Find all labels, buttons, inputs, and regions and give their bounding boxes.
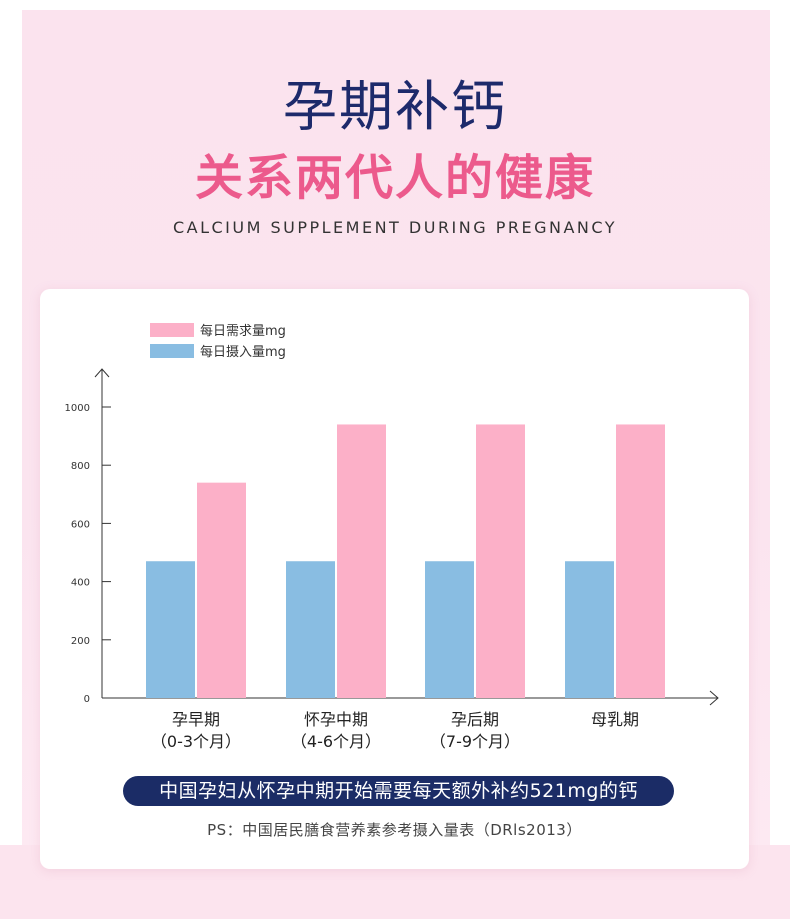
x-category-sublabel: （7-9个月） bbox=[430, 732, 520, 751]
legend-item-required: 每日需求量mg bbox=[150, 319, 286, 340]
legend-label-required: 每日需求量mg bbox=[200, 324, 286, 339]
bar-required bbox=[337, 424, 386, 698]
x-category-sublabel: （4-6个月） bbox=[291, 732, 381, 751]
x-category-label: 怀孕中期 bbox=[304, 710, 368, 729]
legend-swatch-required bbox=[150, 322, 194, 337]
english-subtitle: CALCIUM SUPPLEMENT DURING PREGNANCY bbox=[172, 218, 618, 237]
bar-intake bbox=[425, 561, 474, 698]
chart-card: 0 200 400 600 800 1000 孕早期 （0-3个月） 怀孕中期 （4-6个月） 孕后… bbox=[40, 289, 749, 869]
chart-legend: 每日需求量mg 每日摄入量mg bbox=[150, 319, 286, 361]
source-note: PS：中国居民膳食营养素参考摄入量表（DRls2013） bbox=[207, 821, 582, 839]
bar-required bbox=[197, 482, 246, 698]
bar-required bbox=[616, 424, 665, 698]
page-title: 孕期补钙 bbox=[283, 75, 507, 138]
bar-intake bbox=[286, 561, 335, 698]
legend-swatch-intake bbox=[150, 343, 194, 358]
legend-item-intake: 每日摄入量mg bbox=[150, 340, 286, 361]
page-subtitle: 关系两代人的健康 bbox=[194, 150, 595, 206]
y-tick-label: 0 bbox=[84, 694, 90, 705]
x-category-sublabel: （0-3个月） bbox=[151, 732, 241, 751]
legend-label-intake: 每日摄入量mg bbox=[200, 345, 286, 360]
y-axis-arrow bbox=[94, 368, 110, 378]
highlight-note: 中国孕妇从怀孕中期开始需要每天额外补约521mg的钙 bbox=[123, 776, 674, 806]
x-category-label: 孕早期 bbox=[172, 710, 220, 729]
y-tick-label: 200 bbox=[71, 636, 90, 647]
bar-required bbox=[476, 424, 525, 698]
bar-chart: 0 200 400 600 800 1000 孕早期 （0-3个月） 怀孕中期 （4-6个月） 孕后… bbox=[65, 368, 719, 751]
y-tick-label: 600 bbox=[71, 519, 90, 530]
y-tick-label: 800 bbox=[71, 461, 90, 472]
y-tick-label: 400 bbox=[71, 578, 90, 589]
bar-intake bbox=[565, 561, 614, 698]
bar-intake bbox=[146, 561, 195, 698]
x-category-label: 孕后期 bbox=[451, 710, 499, 729]
x-axis-arrow bbox=[709, 690, 719, 706]
y-tick-label: 1000 bbox=[65, 403, 90, 414]
x-category-label: 母乳期 bbox=[591, 710, 639, 729]
